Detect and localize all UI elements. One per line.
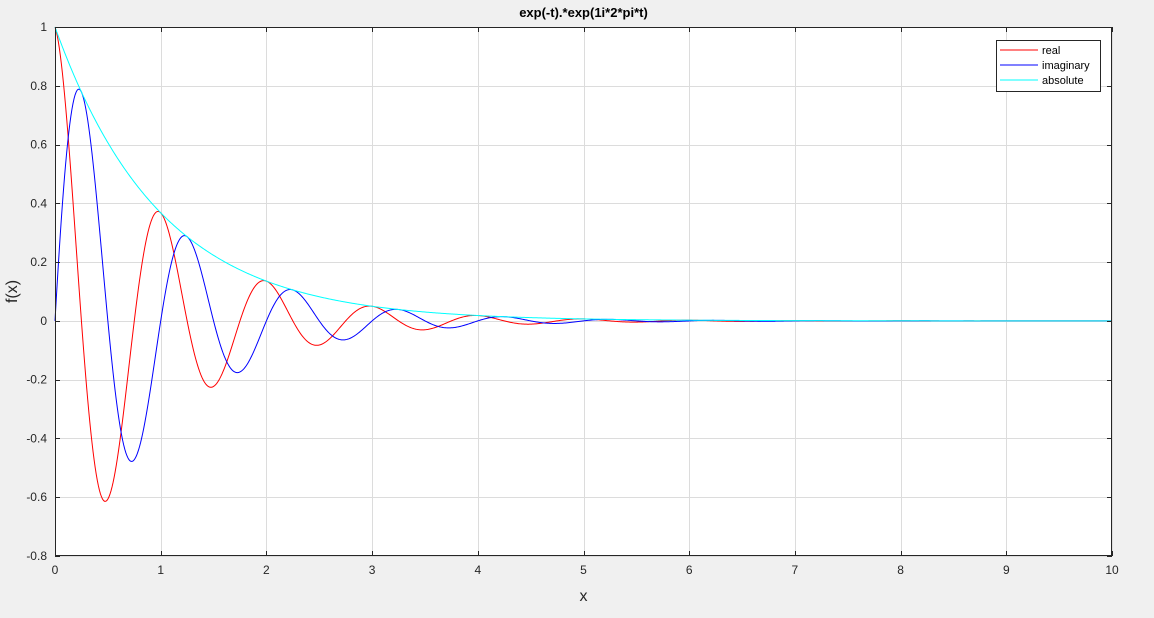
y-tick-label: 0.6 xyxy=(30,138,47,152)
x-tick-label: 9 xyxy=(1003,563,1010,577)
y-tick-label: 0.2 xyxy=(30,255,47,269)
x-tick-label: 3 xyxy=(369,563,376,577)
x-tick-label: 5 xyxy=(580,563,587,577)
y-tick-label: 0 xyxy=(40,314,47,328)
legend[interactable]: real imaginary absolute xyxy=(996,40,1101,92)
legend-label-absolute: absolute xyxy=(1042,75,1084,87)
axes-background[interactable] xyxy=(55,27,1112,556)
y-tick-label: 0.4 xyxy=(30,196,47,210)
y-tick-label: -0.8 xyxy=(26,549,47,563)
x-tick-labels: 0 1 2 3 4 5 6 7 8 9 10 xyxy=(52,563,1119,577)
series-lines xyxy=(54,26,1112,502)
legend-items: real imaginary absolute xyxy=(1000,45,1090,87)
legend-label-imaginary: imaginary xyxy=(1042,60,1090,72)
x-tick-label: 8 xyxy=(897,563,904,577)
grid-lines xyxy=(55,27,1113,557)
y-tick-labels: -0.8 -0.6 -0.4 -0.2 0 0.2 0.4 0.6 0.8 1 xyxy=(26,20,47,563)
y-tick-label: -0.6 xyxy=(26,490,47,504)
chart-title: exp(-t).*exp(1i*2*pi*t) xyxy=(519,5,648,20)
x-tick-label: 7 xyxy=(792,563,799,577)
y-tick-label: 0.8 xyxy=(30,79,47,93)
x-tick-label: 6 xyxy=(686,563,693,577)
axes-box xyxy=(55,27,1112,556)
x-tick-label: 1 xyxy=(157,563,164,577)
x-tick-label: 0 xyxy=(52,563,59,577)
y-tick-label: -0.2 xyxy=(26,373,47,387)
x-tick-label: 2 xyxy=(263,563,270,577)
x-axis-label: x xyxy=(580,588,588,605)
y-tick-label: -0.4 xyxy=(26,431,47,445)
y-axis-label: f(x) xyxy=(4,280,21,303)
x-tick-label: 10 xyxy=(1105,563,1119,577)
series-line-absolute xyxy=(54,26,1112,322)
legend-box xyxy=(996,40,1101,92)
y-tick-label: 1 xyxy=(40,20,47,34)
tick-marks xyxy=(55,27,1113,557)
legend-label-real: real xyxy=(1042,45,1060,57)
x-tick-label: 4 xyxy=(474,563,481,577)
